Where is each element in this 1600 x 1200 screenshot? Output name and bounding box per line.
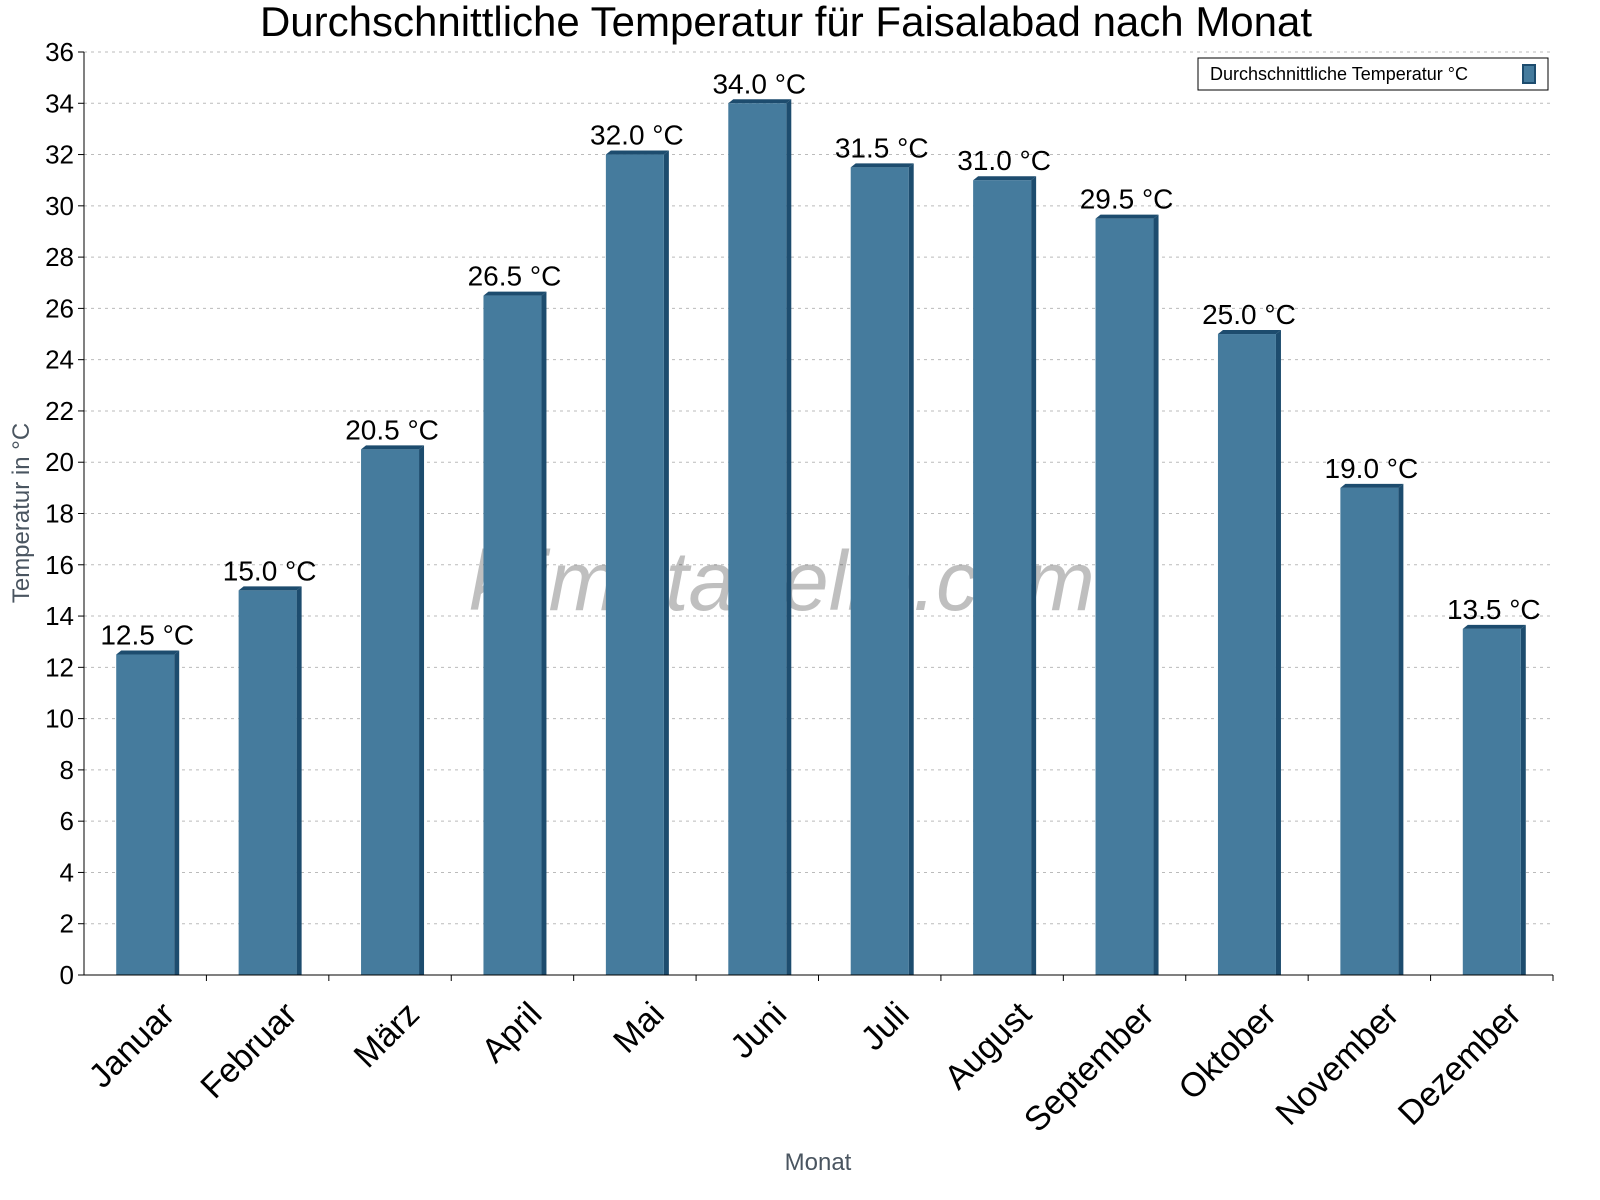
bar-top: [973, 176, 1037, 181]
y-tick-label: 34: [45, 88, 74, 118]
y-tick-label: 14: [45, 601, 74, 631]
x-tick-label: Mai: [606, 995, 672, 1061]
y-tick-label: 2: [60, 909, 74, 939]
y-tick-label: 0: [60, 960, 74, 990]
bar-top: [483, 291, 547, 296]
bar: [1095, 218, 1154, 975]
y-tick-label: 36: [45, 37, 74, 67]
legend-label: Durchschnittliche Temperatur °C: [1210, 64, 1468, 84]
x-axis-title: Monat: [785, 1149, 852, 1176]
data-label: 20.5 °C: [345, 414, 439, 445]
data-label: 31.5 °C: [835, 132, 929, 163]
x-tick-label: Februar: [193, 995, 304, 1106]
data-label: 15.0 °C: [223, 555, 317, 586]
data-label: 25.0 °C: [1202, 299, 1296, 330]
bar: [483, 295, 542, 975]
x-tick-label: Oktober: [1171, 995, 1283, 1107]
bar-side: [541, 291, 547, 975]
y-tick-label: 24: [45, 345, 74, 375]
x-tick-label: Juli: [854, 995, 917, 1058]
y-tick-label: 28: [45, 242, 74, 272]
y-tick-label: 20: [45, 447, 74, 477]
legend: Durchschnittliche Temperatur °C: [1197, 57, 1549, 91]
bar-side: [908, 163, 914, 975]
bar-side: [1520, 624, 1526, 975]
y-tick-label: 12: [45, 652, 74, 682]
bar: [850, 167, 909, 975]
bar-top: [361, 445, 425, 450]
y-tick-label: 6: [60, 806, 74, 836]
bar: [361, 449, 420, 975]
bar: [1462, 628, 1521, 975]
bar: [1340, 487, 1399, 975]
bars: 12.5 °C 15.0 °C 20.5 °C 26.5 °C 32.0 °C 34.0 …: [100, 68, 1541, 976]
data-label: 34.0 °C: [712, 68, 806, 99]
x-tick-label: Januar: [82, 995, 182, 1095]
data-label: 13.5 °C: [1447, 594, 1541, 625]
y-tick-label: 10: [45, 704, 74, 734]
data-label: 26.5 °C: [468, 261, 562, 292]
bar-top: [1462, 624, 1526, 629]
y-tick-label: 30: [45, 191, 74, 221]
data-label: 12.5 °C: [100, 620, 194, 651]
bar-side: [1398, 483, 1404, 975]
x-tick-label: August: [937, 995, 1039, 1097]
x-tick-label: Dezember: [1391, 995, 1529, 1133]
y-tick-label: 32: [45, 140, 74, 170]
bar-side: [663, 150, 669, 976]
x-tick-label: November: [1268, 995, 1406, 1133]
bar-top: [605, 150, 669, 155]
bar-top: [850, 163, 914, 168]
data-label: 31.0 °C: [957, 145, 1051, 176]
bar-top: [1340, 483, 1404, 488]
x-tick-label: März: [347, 995, 427, 1075]
data-label: 32.0 °C: [590, 120, 684, 151]
bar: [116, 654, 175, 975]
x-tick-label: April: [474, 995, 549, 1070]
bar: [238, 590, 297, 975]
x-tick-label: Juni: [723, 995, 794, 1066]
bar-side: [786, 99, 792, 976]
y-axis-title: Temperatur in °C: [8, 423, 35, 603]
bar-top: [1095, 214, 1159, 219]
y-tick-label: 18: [45, 499, 74, 529]
y-tick-label: 8: [60, 755, 74, 785]
y-tick-label: 4: [60, 857, 74, 887]
bar-top: [116, 650, 180, 655]
bar: [728, 103, 787, 976]
bar-side: [419, 445, 425, 975]
bar: [605, 154, 664, 976]
y-tick-label: 16: [45, 550, 74, 580]
bar-side: [296, 586, 302, 975]
chart-title: Durchschnittliche Temperatur für Faisala…: [260, 0, 1312, 45]
bar-top: [728, 99, 792, 104]
y-tick-label: 22: [45, 396, 74, 426]
gridlines: [84, 51, 1553, 925]
bar: [973, 180, 1032, 975]
bar-side: [1153, 214, 1159, 975]
bar: [1217, 334, 1276, 975]
x-tick-label: September: [1017, 995, 1161, 1139]
y-tick-label: 26: [45, 293, 74, 323]
bar-side: [174, 650, 180, 975]
bar-top: [238, 586, 302, 591]
legend-swatch: [1522, 64, 1536, 84]
bar-side: [1275, 330, 1281, 975]
bar-side: [1031, 176, 1037, 975]
data-label: 29.5 °C: [1080, 184, 1174, 215]
data-label: 19.0 °C: [1325, 453, 1419, 484]
bar-top: [1217, 330, 1281, 335]
